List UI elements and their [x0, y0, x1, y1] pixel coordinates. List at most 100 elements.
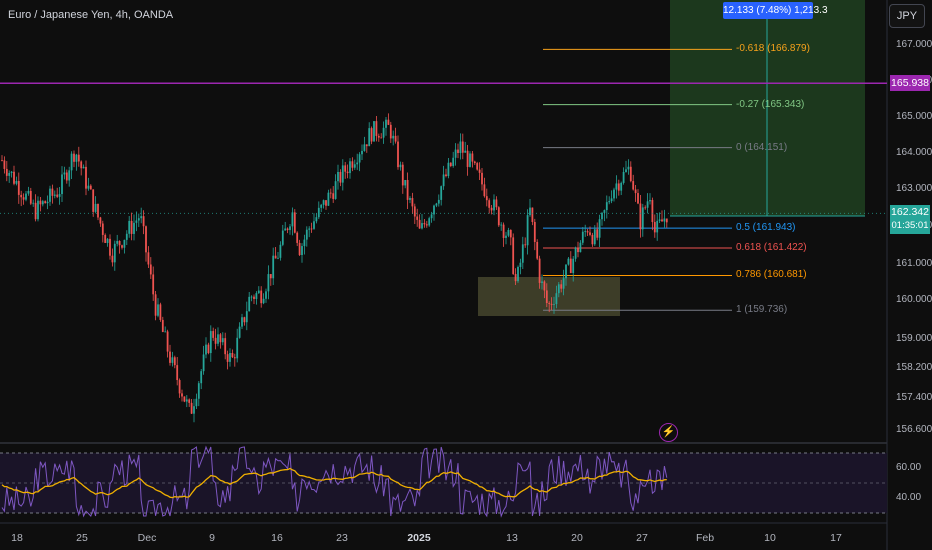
candle-body [257, 290, 260, 294]
candle-body [65, 172, 68, 181]
fib-label: -0.27 (165.343) [736, 98, 805, 110]
candle-body [109, 238, 111, 256]
candle-body [219, 334, 222, 343]
candle-body [255, 293, 258, 299]
candle-body [603, 210, 606, 213]
candle-body [637, 193, 639, 204]
candle-body [87, 185, 90, 189]
candle-body [605, 202, 608, 211]
candle-body [469, 153, 471, 167]
candle-body [226, 354, 229, 362]
candle-body [373, 121, 375, 142]
candle-body [267, 274, 270, 292]
candle-body [401, 164, 404, 186]
time-tick-label: 10 [764, 532, 776, 544]
candle-body [279, 244, 282, 258]
candle-body [459, 141, 462, 153]
candle-body [591, 234, 594, 245]
candle-body [533, 222, 536, 242]
candle-body [351, 161, 354, 168]
candle-body [245, 311, 248, 323]
candle-body [464, 150, 467, 153]
candle-body [176, 365, 179, 381]
candle-body [10, 171, 13, 173]
candle-body [29, 190, 32, 204]
rsi-tick-label: 40.00 [896, 492, 922, 503]
candle-body [425, 224, 428, 226]
currency-button[interactable]: JPY [889, 4, 925, 28]
candle-body [497, 207, 500, 226]
candle-body [622, 171, 625, 183]
candle-body [617, 183, 620, 191]
candle-body [327, 192, 330, 206]
candle-body [178, 380, 181, 394]
overlay-lines [0, 82, 887, 214]
candle-body [15, 180, 18, 184]
candle-body [589, 232, 591, 235]
fib-label: 1 (159.736) [736, 304, 788, 316]
candle-body [142, 216, 145, 227]
candle-body [46, 201, 49, 204]
candle-body [663, 218, 666, 222]
candle-body [41, 201, 44, 205]
candle-body [361, 150, 363, 155]
candle-body [241, 317, 243, 327]
candle-body [471, 153, 474, 162]
candle-body [442, 174, 445, 187]
candle-body [461, 141, 464, 153]
candle-body [495, 199, 498, 208]
candle-body [409, 198, 411, 200]
candle-body [397, 141, 399, 168]
candle-body [205, 344, 207, 355]
candle-body [265, 291, 267, 299]
candle-body [190, 402, 193, 414]
candle-body [423, 223, 426, 225]
zones [478, 0, 865, 316]
candle-body [337, 171, 339, 182]
time-tick-label: 25 [76, 532, 88, 544]
candle-body [416, 216, 419, 220]
candle-body [303, 239, 306, 247]
candle-body [545, 290, 548, 304]
candle-body [457, 149, 459, 153]
candle-body [248, 296, 251, 312]
candle-body [89, 185, 92, 190]
rsi-pane [0, 445, 887, 518]
candle-body [430, 214, 433, 219]
candle-body [334, 181, 337, 199]
time-tick-label: 23 [336, 532, 348, 544]
candle-body [25, 193, 27, 200]
candle-body [394, 135, 397, 142]
candle-body [149, 264, 152, 275]
candle-body [181, 393, 183, 397]
candle-body [332, 193, 335, 199]
candle-body [649, 200, 651, 202]
candle-body [538, 258, 541, 283]
price-tick-label: 164.000 [896, 147, 932, 158]
time-tick-label: 9 [209, 532, 215, 544]
candle-body [200, 371, 203, 384]
candle-body [310, 228, 313, 230]
candle-body [404, 180, 407, 186]
candle-body [51, 188, 54, 196]
candle-body [466, 150, 469, 167]
last-price-value: 162.342 [891, 206, 929, 219]
candle-body [519, 262, 522, 267]
candle-body [37, 200, 39, 220]
candle-body [584, 231, 587, 232]
horizontal-line-price-tag: 165.938 [890, 75, 930, 92]
candle-body [214, 337, 217, 344]
fib-label: 0.618 (161.422) [736, 241, 807, 253]
fib-label: 0.786 (160.681) [736, 269, 807, 281]
candle-body [173, 357, 176, 366]
candle-body [452, 157, 455, 167]
candle-body [293, 212, 296, 233]
candle-body [39, 200, 42, 205]
candle-body [524, 244, 527, 246]
candle-body [27, 190, 30, 194]
candle-body [3, 160, 6, 169]
lightning-icon[interactable]: ⚡ [659, 423, 678, 442]
candle-body [231, 353, 234, 358]
candle-body [243, 317, 246, 323]
